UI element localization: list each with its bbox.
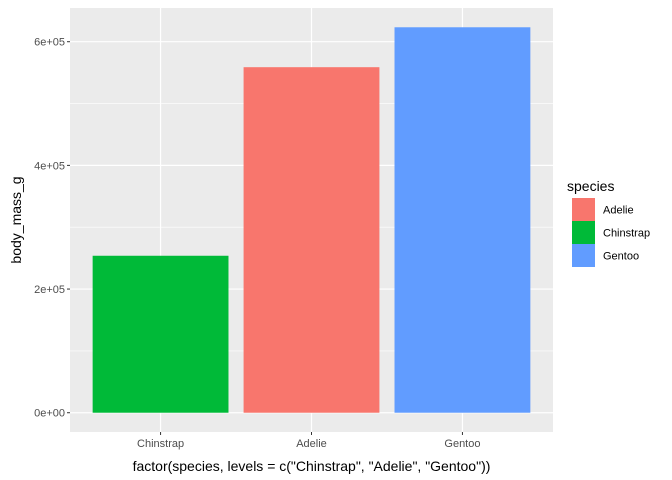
bar-chinstrap [92,255,229,413]
bar-gentoo [394,27,531,413]
bars [92,27,531,413]
bar-adelie [243,67,380,413]
x-tick-label: Adelie [296,438,327,450]
y-tick-label: 4e+05 [34,160,65,172]
y-axis: 0e+00 2e+05 4e+05 6e+05 [34,37,70,420]
y-tick-label: 2e+05 [34,284,65,296]
legend-key-chinstrap [572,221,595,244]
x-axis-title: factor(species, levels = c("Chinstrap", … [133,458,491,474]
legend-label: Adelie [603,205,634,217]
legend-title: species [567,178,614,194]
x-tick-label: Chinstrap [137,438,184,450]
y-tick-label: 6e+05 [34,37,65,49]
legend: species Adelie Chinstrap Gentoo [567,178,650,267]
y-tick-label: 0e+00 [34,408,65,420]
x-tick-label: Gentoo [444,438,480,450]
legend-key-adelie [572,198,595,221]
legend-label: Chinstrap [603,228,650,240]
x-axis: Chinstrap Adelie Gentoo [137,432,480,450]
y-axis-title: body_mass_g [8,176,24,263]
legend-key-gentoo [572,244,595,267]
legend-label: Gentoo [603,251,639,263]
